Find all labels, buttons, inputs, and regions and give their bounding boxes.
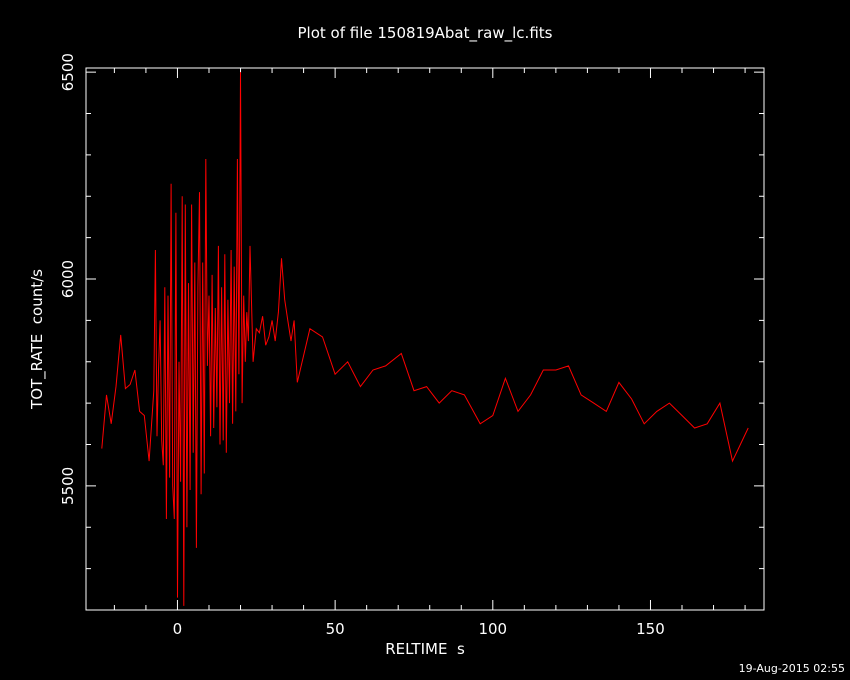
y-tick-label: 6500 bbox=[59, 53, 77, 91]
x-axis: 0 50 100 150 bbox=[113, 68, 746, 638]
y-axis: 5500 6000 6500 bbox=[59, 53, 764, 611]
timestamp: 19-Aug-2015 02:55 bbox=[739, 662, 845, 675]
chart-title: Plot of file 150819Abat_raw_lc.fits bbox=[298, 24, 553, 43]
x-tick-label: 50 bbox=[326, 620, 345, 638]
y-tick-label: 6000 bbox=[59, 260, 77, 298]
y-tick-label: 5500 bbox=[59, 467, 77, 505]
x-axis-title: RELTIME s bbox=[385, 640, 465, 658]
series-line bbox=[101, 72, 749, 606]
x-tick-label: 0 bbox=[173, 620, 183, 638]
x-tick-label: 100 bbox=[478, 620, 507, 638]
y-axis-title: TOT_RATE count/s bbox=[28, 269, 47, 410]
series-layer bbox=[101, 72, 749, 606]
plot-frame bbox=[85, 67, 765, 611]
x-tick-label: 150 bbox=[636, 620, 665, 638]
